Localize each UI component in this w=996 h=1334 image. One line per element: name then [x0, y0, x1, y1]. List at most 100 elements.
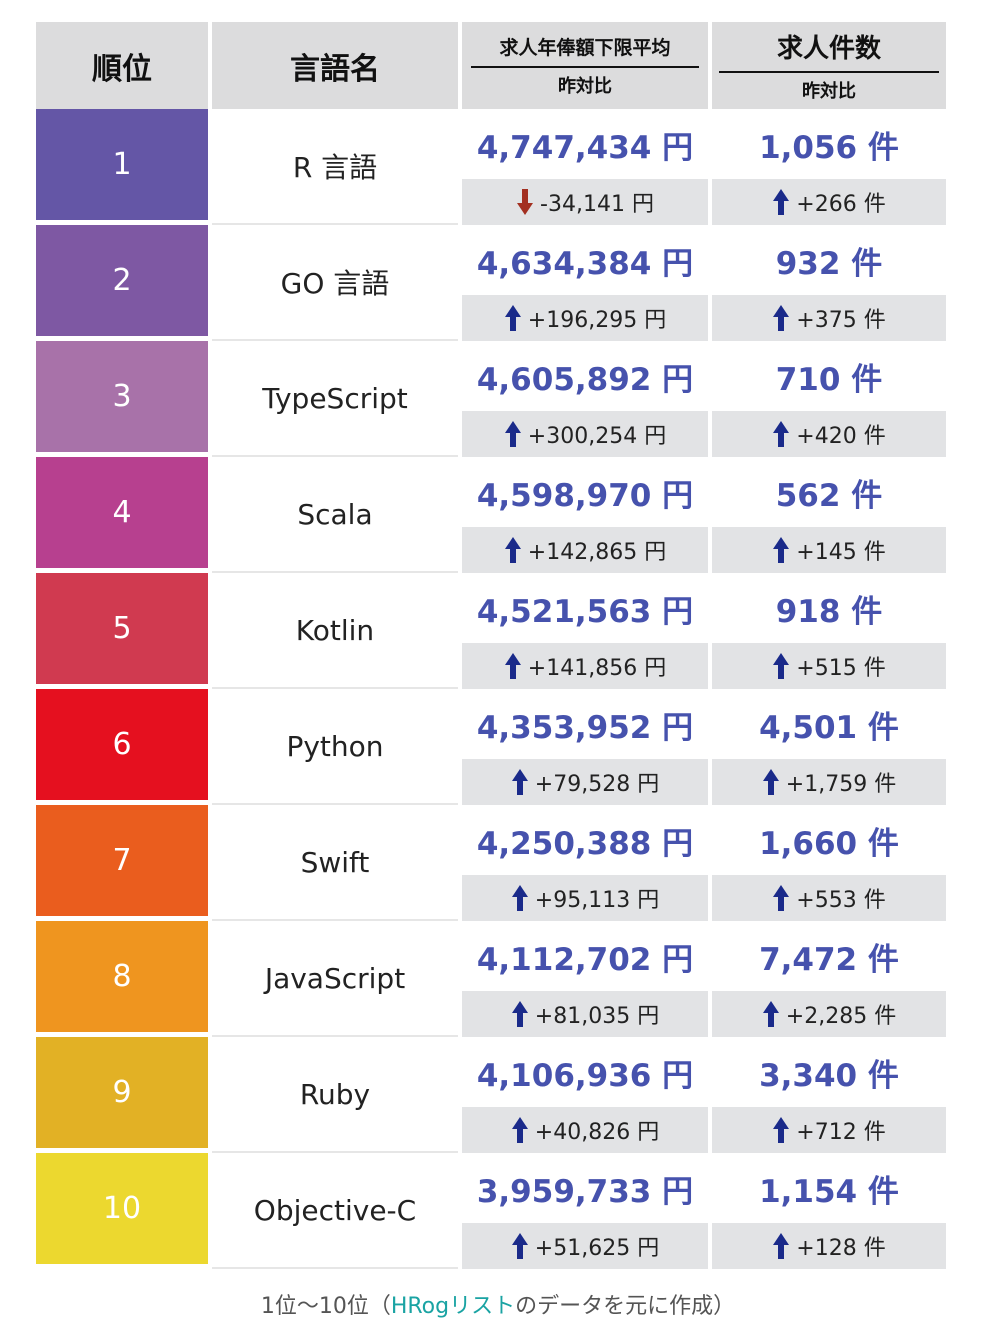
header-language: 言語名 — [212, 22, 458, 109]
column-gap — [208, 341, 212, 457]
rank-cell: 5 — [36, 573, 208, 689]
jobs-change: +145 件 — [796, 540, 886, 565]
rank-cell: 7 — [36, 805, 208, 921]
arrow-down-icon — [516, 188, 534, 216]
language-name: Python — [286, 729, 384, 763]
rank-cell: 4 — [36, 457, 208, 573]
header-language-label: 言語名 — [290, 51, 380, 87]
language-name: Ruby — [299, 1077, 371, 1111]
salary-change: +95,113 円 — [534, 888, 660, 913]
rank-cell: 2 — [36, 225, 208, 341]
column-gap — [458, 1037, 462, 1153]
language-name-cell: R 言語 — [212, 109, 458, 225]
language-name-cell: Scala — [212, 457, 458, 573]
caption-after: のデータを元に作成） — [515, 1294, 736, 1319]
arrow-up-icon — [762, 768, 780, 796]
column-gap — [708, 689, 712, 805]
salary-change: +51,625 円 — [534, 1236, 660, 1261]
header-rank-label: 順位 — [92, 51, 152, 87]
arrow-up-icon — [762, 1000, 780, 1028]
language-name: Kotlin — [295, 613, 375, 647]
jobs-cell: 1,154 件 +128 件 — [712, 1153, 946, 1269]
arrow-up-icon — [772, 1232, 790, 1260]
salary-change: +300,254 円 — [527, 424, 667, 449]
language-name: Swift — [300, 845, 370, 879]
jobs-value: 1,660 件 — [712, 805, 946, 875]
column-gap — [708, 1153, 712, 1269]
column-gap — [708, 805, 712, 921]
jobs-change-row: +1,759 件 — [712, 759, 946, 805]
jobs-value: 710 件 — [712, 341, 946, 411]
rank-cell: 9 — [36, 1037, 208, 1153]
jobs-change: +420 件 — [796, 424, 886, 449]
rank-cell: 6 — [36, 689, 208, 805]
salary-change-row: +196,295 円 — [462, 295, 708, 341]
column-gap — [208, 225, 212, 341]
column-gap — [708, 573, 712, 689]
jobs-value: 918 件 — [712, 573, 946, 643]
salary-cell: 4,521,563 円 +141,856 円 — [462, 573, 708, 689]
salary-value: 4,112,702 円 — [462, 921, 708, 991]
jobs-cell: 3,340 件 +712 件 — [712, 1037, 946, 1153]
salary-change: +81,035 円 — [534, 1004, 660, 1029]
language-name-cell: GO 言語 — [212, 225, 458, 341]
jobs-change: +515 件 — [796, 656, 886, 681]
source-caption: 1位〜10位（HRogリストのデータを元に作成） — [0, 1288, 996, 1320]
salary-change-row: +300,254 円 — [462, 411, 708, 457]
header-jobs-sub: 昨対比 — [802, 81, 856, 102]
salary-cell: 4,250,388 円 +95,113 円 — [462, 805, 708, 921]
column-gap — [458, 457, 462, 573]
salary-change-row: +51,625 円 — [462, 1223, 708, 1269]
arrow-up-icon — [772, 188, 790, 216]
jobs-value: 1,056 件 — [712, 109, 946, 179]
arrow-up-icon — [511, 1116, 529, 1144]
jobs-cell: 562 件 +145 件 — [712, 457, 946, 573]
column-gap — [208, 573, 212, 689]
jobs-cell: 1,660 件 +553 件 — [712, 805, 946, 921]
language-name-cell: TypeScript — [212, 341, 458, 457]
column-gap — [208, 805, 212, 921]
jobs-change-row: +420 件 — [712, 411, 946, 457]
jobs-change-row: +145 件 — [712, 527, 946, 573]
jobs-change-row: +553 件 — [712, 875, 946, 921]
salary-change-row: +142,865 円 — [462, 527, 708, 573]
language-name: JavaScript — [264, 961, 406, 995]
rank-number: 4 — [112, 495, 132, 530]
ranking-table: 順位 言語名 求人年俸額下限平均 昨対比 求人件数 昨対比 1 R 言語 4,747… — [36, 22, 946, 1269]
hrog-list-link[interactable]: HRogリスト — [390, 1294, 516, 1319]
rank-number: 7 — [112, 843, 132, 878]
column-gap — [208, 1153, 212, 1269]
salary-cell: 4,605,892 円 +300,254 円 — [462, 341, 708, 457]
jobs-cell: 1,056 件 +266 件 — [712, 109, 946, 225]
salary-cell: 4,112,702 円 +81,035 円 — [462, 921, 708, 1037]
salary-value: 4,598,970 円 — [462, 457, 708, 527]
column-gap — [458, 1153, 462, 1269]
language-name-cell: Objective-C — [212, 1153, 458, 1269]
jobs-change: +266 件 — [796, 192, 886, 217]
column-gap — [458, 341, 462, 457]
arrow-up-icon — [504, 652, 522, 680]
arrow-up-icon — [772, 304, 790, 332]
salary-change: -34,141 円 — [540, 192, 654, 217]
language-name: R 言語 — [292, 151, 378, 184]
jobs-change: +128 件 — [796, 1236, 886, 1261]
salary-change-row: +95,113 円 — [462, 875, 708, 921]
column-gap — [208, 109, 212, 225]
column-gap — [708, 921, 712, 1037]
column-gap — [708, 1037, 712, 1153]
jobs-cell: 918 件 +515 件 — [712, 573, 946, 689]
rank-cell: 10 — [36, 1153, 208, 1269]
salary-value: 4,605,892 円 — [462, 341, 708, 411]
salary-value: 4,353,952 円 — [462, 689, 708, 759]
language-name: Objective-C — [253, 1193, 417, 1227]
salary-change: +141,856 円 — [527, 656, 667, 681]
arrow-up-icon — [504, 420, 522, 448]
arrow-up-icon — [511, 884, 529, 912]
header-rank: 順位 — [36, 22, 208, 109]
arrow-up-icon — [504, 304, 522, 332]
salary-change-row: +79,528 円 — [462, 759, 708, 805]
jobs-cell: 710 件 +420 件 — [712, 341, 946, 457]
arrow-up-icon — [772, 1116, 790, 1144]
jobs-change-row: +266 件 — [712, 179, 946, 225]
jobs-value: 1,154 件 — [712, 1153, 946, 1223]
